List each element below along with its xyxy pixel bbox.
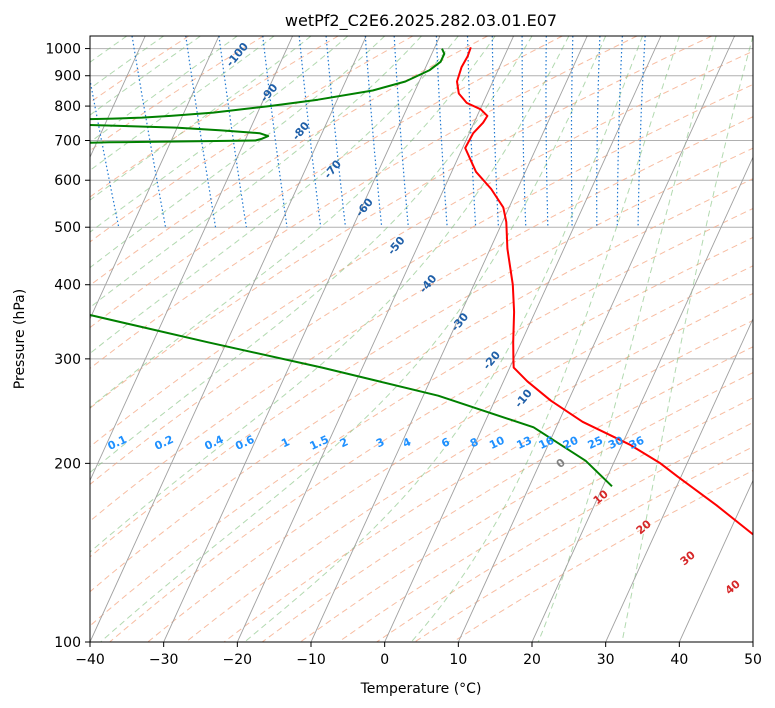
y-tick-label: 100 <box>54 635 81 651</box>
y-tick-label: 900 <box>54 69 81 85</box>
isotherm-line <box>605 317 753 642</box>
moist-adiabat-line <box>90 36 164 90</box>
y-tick-label: 600 <box>54 173 81 189</box>
moist-adiabat-line <box>90 36 275 171</box>
y-tick-label: 500 <box>54 220 81 236</box>
mixing-ratio-line <box>325 36 347 228</box>
moist-adiabat-line <box>100 36 607 642</box>
moist-adiabats <box>90 36 753 642</box>
y-axis-label: Pressure (hPa) <box>12 289 28 389</box>
moist-adiabat-line <box>410 36 680 642</box>
mixing-ratio-label: 20 <box>561 434 581 452</box>
plot-area: -100-90-80-70-60-50-40-30-20-100.1 0.2 0.4… <box>90 36 753 642</box>
moist-adiabat-line <box>90 36 422 309</box>
x-tick-label: −40 <box>75 652 105 668</box>
dry-adiabat-line <box>109 236 753 642</box>
mixing-ratio-line <box>298 36 322 228</box>
isotherm-line <box>236 36 514 642</box>
moist-adiabat-line <box>90 36 349 233</box>
mixing-ratio-line <box>435 36 448 228</box>
moist-adiabat-line <box>90 36 496 409</box>
isotherm-line <box>90 36 220 320</box>
x-tick-label: 50 <box>744 652 762 668</box>
dry-adiabat-line <box>90 178 753 593</box>
mixing-ratio-label: 30 <box>606 434 626 452</box>
isotherm-line <box>678 479 753 642</box>
y-tick-label: 300 <box>54 352 81 368</box>
moist-adiabat-line <box>90 36 459 355</box>
mixing-ratio-label: 13 <box>515 434 534 452</box>
y-tick-label: 700 <box>54 133 81 149</box>
moist-adiabat-line <box>90 36 312 201</box>
dry-adiabat-line <box>90 83 753 486</box>
moist-adiabat-line <box>90 36 238 143</box>
dry-adiabat-line <box>261 346 753 642</box>
x-tick-label: 20 <box>523 652 541 668</box>
mixing-ratio-line <box>262 36 288 228</box>
mixing-ratio-label: 10 <box>487 434 507 452</box>
isotherm-line <box>457 36 735 642</box>
chart-title: wetPf2_C2E6.2025.282.03.01.E07 <box>285 11 557 31</box>
dry-adiabat-line <box>90 36 563 329</box>
y-tick-label: 1000 <box>45 42 81 58</box>
mixing-ratio-label: 25 <box>586 434 605 452</box>
isotherm-line <box>90 36 146 159</box>
dry-adiabat-line <box>90 36 638 370</box>
dry-adiabat-line <box>90 50 753 448</box>
x-tick-label: 10 <box>449 652 467 668</box>
y-tick-label: 400 <box>54 278 81 294</box>
moist-adiabat-line <box>621 36 753 642</box>
x-tick-label: 0 <box>380 652 389 668</box>
x-tick-label: 30 <box>597 652 615 668</box>
dry-adiabat-line <box>90 36 339 198</box>
isotherm-line <box>531 156 753 642</box>
moist-adiabat-line <box>90 36 533 474</box>
x-tick-label: −10 <box>296 652 326 668</box>
isotherm-line <box>90 36 293 482</box>
moist-adiabat-line <box>90 36 570 553</box>
isotherm-line <box>163 36 441 642</box>
plot-frame <box>89 35 754 643</box>
dry-adiabat-line <box>90 147 753 558</box>
mixing-ratio-line <box>218 36 247 228</box>
dewpoint-profile-line <box>90 48 613 488</box>
series-layer <box>90 46 753 536</box>
y-tick-label: 200 <box>54 456 81 472</box>
y-tick-label: 800 <box>54 99 81 115</box>
isotherm-line <box>310 36 588 642</box>
x-tick-label: 40 <box>670 652 688 668</box>
mixing-ratio-label: 36 <box>627 434 647 452</box>
y-axis-ticks: 100 200 300 400 500 600 700 800 900 1000 <box>45 42 90 651</box>
dry-adiabat-line <box>147 265 753 642</box>
mixing-ratio-line <box>637 36 646 228</box>
isotherm-line <box>90 36 367 642</box>
temperature-profile-line <box>456 46 753 536</box>
moist-adiabat-line <box>90 36 201 116</box>
mixing-ratio-label: 16 <box>537 434 557 452</box>
moist-adiabat-line <box>244 36 643 642</box>
isotherm-line <box>384 36 662 642</box>
mixing-ratio-lines <box>90 36 646 228</box>
mixing-ratio-line <box>393 36 409 228</box>
isotherms <box>90 36 753 642</box>
x-axis-ticks: −40 −30 −20 −10 0 10 20 30 40 50 <box>75 642 762 668</box>
dry-adiabat-line <box>300 372 753 642</box>
x-tick-label: −20 <box>223 652 253 668</box>
moist-adiabat-line <box>90 36 386 269</box>
mixing-ratio-line <box>364 36 383 228</box>
dry-adiabat-line <box>90 116 753 522</box>
moist-adiabat-line <box>537 36 717 642</box>
x-axis-label: Temperature (°C) <box>360 681 482 697</box>
x-tick-label: −30 <box>149 652 179 668</box>
